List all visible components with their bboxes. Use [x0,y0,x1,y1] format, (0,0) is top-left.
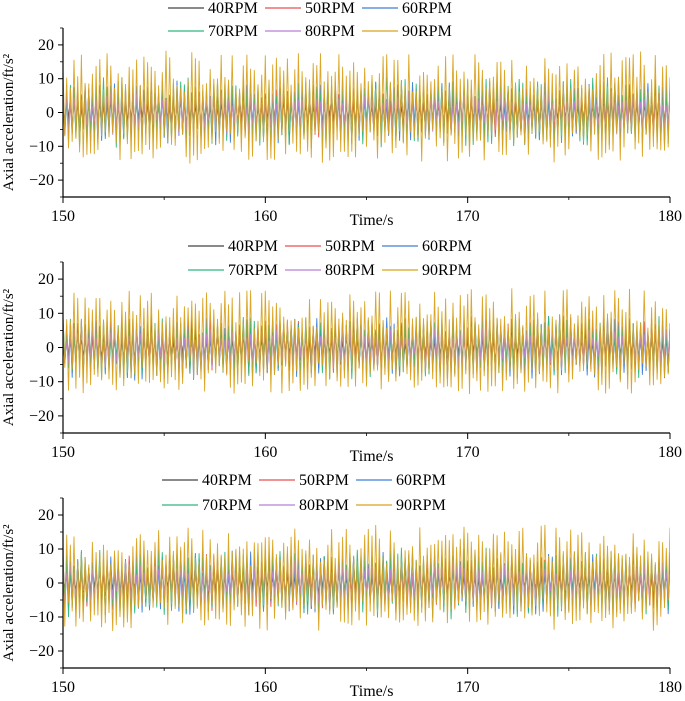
legend-entry-70rpm: 70RPM [188,262,278,279]
legend-label: 50RPM [299,472,349,489]
x-tick-label: 160 [253,208,277,225]
x-axis-label: Time/s [350,448,394,465]
legend-entry-50rpm: 50RPM [265,0,355,17]
y-tick-label: 10 [38,541,54,558]
legend-entry-70rpm: 70RPM [162,497,252,514]
y-tick-label: −20 [29,643,54,660]
y-tick-label: 0 [46,105,54,122]
legend-label: 60RPM [396,472,446,489]
series-group [63,524,670,632]
legend-entry-60rpm: 60RPM [356,472,446,489]
chart-panel-3: −20 −10 0 10 20 150 160 170 180 Time/s Axial accel… [1,472,682,700]
x-tick-label: 150 [51,679,75,696]
y-tick-label: 10 [38,305,54,322]
legend-entry-50rpm: 50RPM [259,472,349,489]
legend-label: 60RPM [402,0,452,17]
y-tick-label: 10 [38,71,54,88]
x-tick-label: 180 [658,444,682,461]
legend-entry-80rpm: 80RPM [265,23,355,40]
x-tick-label: 170 [456,444,480,461]
legend-label: 40RPM [208,0,258,17]
x-tick-label: 180 [658,679,682,696]
x-tick-label: 150 [51,208,75,225]
y-tick-label: 20 [38,37,54,54]
y-tick-label: −20 [29,172,54,189]
legend-entry-90rpm: 90RPM [382,262,472,279]
x-tick-label: 150 [51,444,75,461]
legend-entry-60rpm: 60RPM [362,0,452,17]
legend-entry-60rpm: 60RPM [382,238,472,255]
y-axis-label: Axial acceleration/ft/s² [1,288,17,426]
legend-label: 60RPM [422,238,472,255]
series-line-90rpm [63,50,670,164]
series-group [63,288,670,395]
legend-label: 90RPM [402,23,452,40]
legend-entry-40rpm: 40RPM [162,472,252,489]
y-tick-label: 20 [38,507,54,524]
y-tick-label: 20 [38,271,54,288]
legend-entry-80rpm: 80RPM [259,497,349,514]
series-group [63,50,670,164]
y-tick-label: 0 [46,340,54,357]
legend-entry-40rpm: 40RPM [188,238,278,255]
x-axis-label: Time/s [350,683,394,700]
legend-label: 70RPM [202,497,252,514]
x-tick-label: 170 [456,679,480,696]
legend-label: 50RPM [325,238,375,255]
legend-entry-40rpm: 40RPM [168,0,258,17]
legend-label: 80RPM [305,23,355,40]
y-tick-label: −10 [29,609,54,626]
legend-label: 90RPM [422,262,472,279]
y-tick-label: −20 [29,408,54,425]
legend-label: 80RPM [299,497,349,514]
legend-label: 40RPM [202,472,252,489]
legend-entry-90rpm: 90RPM [362,23,452,40]
legend-entry-50rpm: 50RPM [285,238,375,255]
x-tick-label: 180 [658,208,682,225]
legend-entry-90rpm: 90RPM [356,497,446,514]
chart-panel-2: −20 −10 0 10 20 150 160 170 180 Time/s Axial accel… [1,238,682,465]
x-tick-label: 160 [253,444,277,461]
legend-label: 90RPM [396,497,446,514]
y-tick-label: 0 [46,575,54,592]
series-line-90rpm [63,524,670,632]
y-axis-label: Axial acceleration/ft/s² [1,53,17,191]
series-line-80rpm [63,325,670,371]
x-tick-label: 170 [456,208,480,225]
x-tick-label: 160 [253,679,277,696]
series-line-90rpm [63,288,670,395]
legend-label: 50RPM [305,0,355,17]
legend-label: 40RPM [228,238,278,255]
x-axis-label: Time/s [350,212,394,229]
legend-label: 70RPM [208,23,258,40]
legend-label: 70RPM [228,262,278,279]
y-tick-label: −10 [29,138,54,155]
chart-panel-1: −20 −10 0 10 20 150 160 170 180 Time/s Axial accel… [1,0,682,229]
y-axis-label: Axial acceleration/ft/s² [1,524,17,662]
legend-entry-80rpm: 80RPM [285,262,375,279]
y-tick-label: −10 [29,374,54,391]
legend-entry-70rpm: 70RPM [168,23,258,40]
legend-label: 80RPM [325,262,375,279]
